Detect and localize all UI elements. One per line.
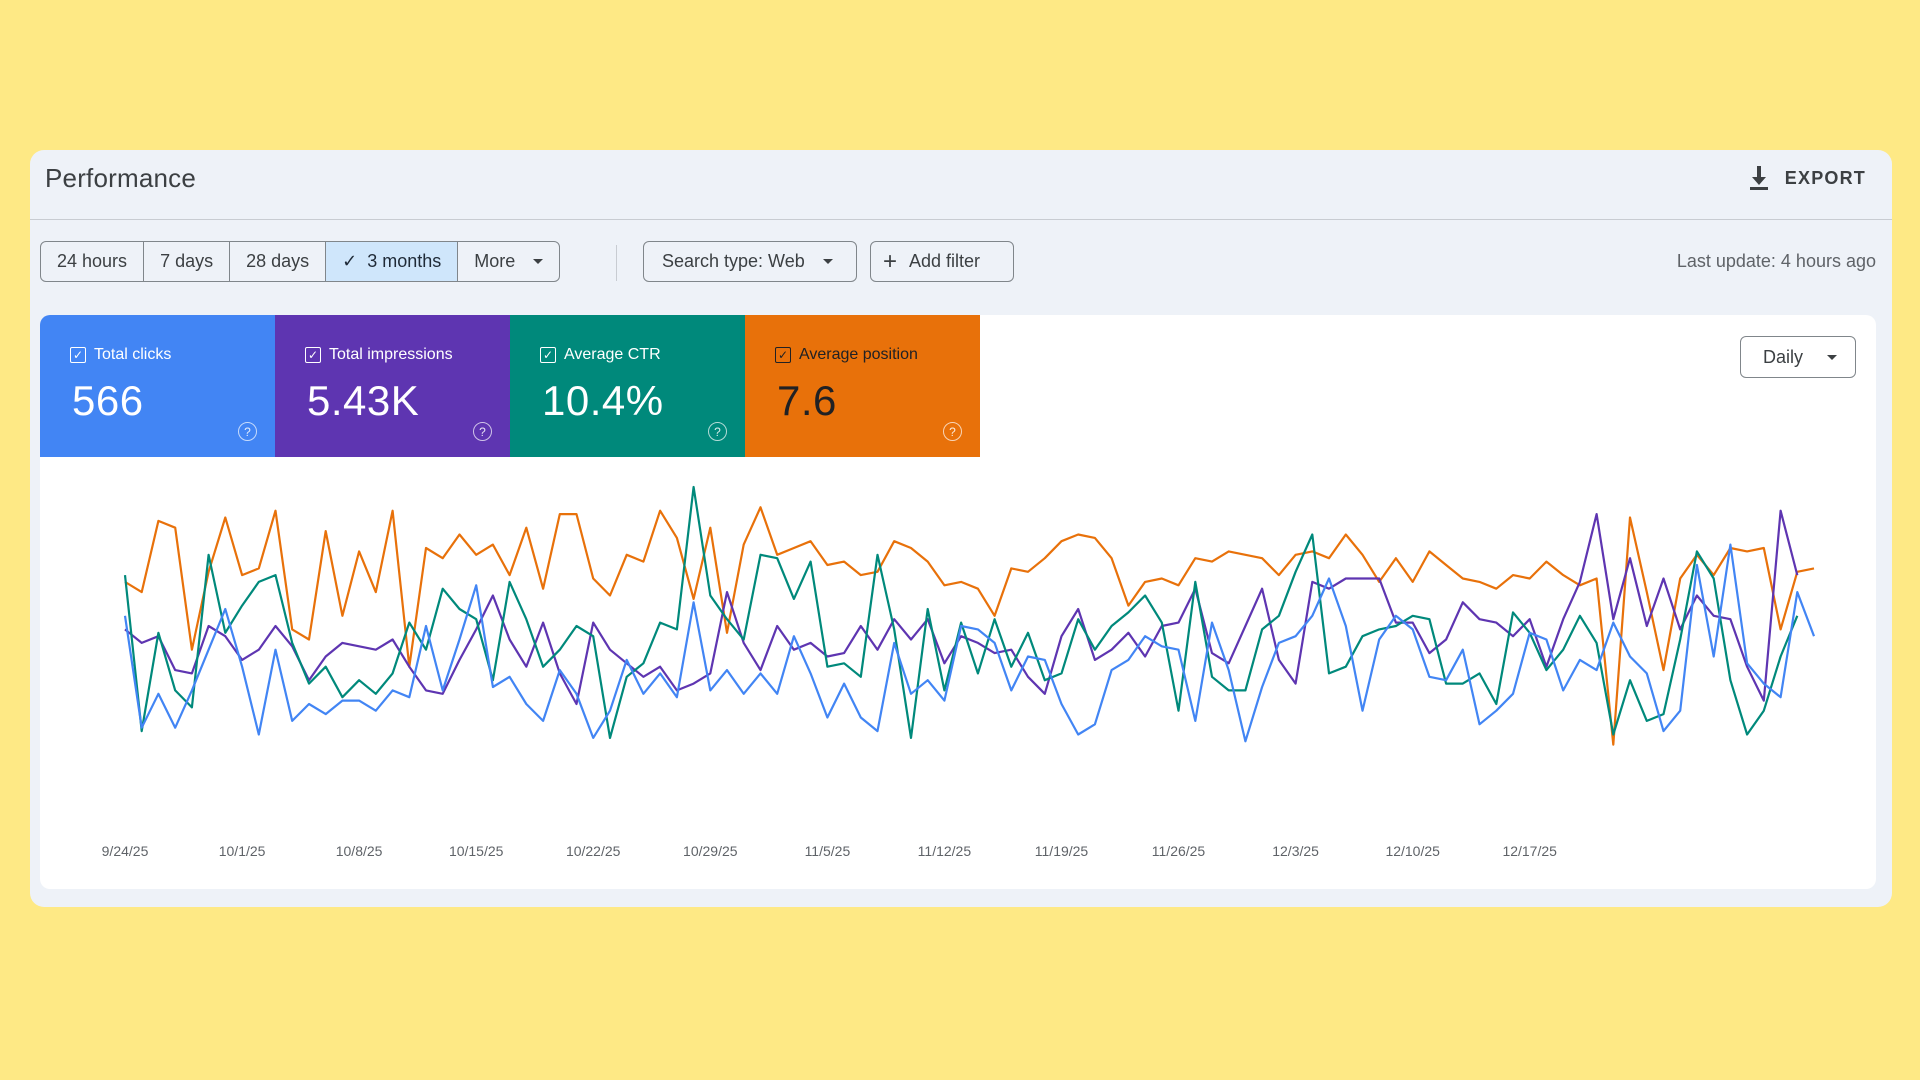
add-filter-button[interactable]: + Add filter xyxy=(870,241,1014,282)
series-average-position xyxy=(124,506,1815,746)
x-tick-label: 12/10/25 xyxy=(1385,843,1440,859)
date-range-3-months[interactable]: ✓ 3 months xyxy=(326,242,459,281)
help-icon[interactable]: ? xyxy=(943,422,962,441)
search-type-dropdown[interactable]: Search type: Web xyxy=(643,241,857,282)
date-range-28-days[interactable]: 28 days xyxy=(230,242,327,281)
x-tick-label: 9/24/25 xyxy=(102,843,149,859)
x-tick-label: 10/29/25 xyxy=(683,843,738,859)
help-icon[interactable]: ? xyxy=(238,422,257,441)
page-title: Performance xyxy=(45,163,197,193)
filter-bar: 24 hours 7 days 28 days ✓ 3 months More S… xyxy=(40,241,1876,282)
download-icon xyxy=(1749,166,1768,190)
x-tick-label: 11/5/25 xyxy=(805,843,851,859)
checkbox-icon: ✓ xyxy=(540,347,556,363)
metric-value: 7.6 xyxy=(777,377,837,424)
date-range-selector: 24 hours 7 days 28 days ✓ 3 months More xyxy=(40,241,561,282)
metric-tile-average-position[interactable]: ✓ Average position 7.6 ? xyxy=(745,315,980,457)
metric-tile-total-clicks[interactable]: ✓ Total clicks 566 ? xyxy=(40,315,275,457)
series-line xyxy=(124,509,1799,706)
x-tick-label: 12/3/25 xyxy=(1272,843,1319,859)
divider xyxy=(616,245,617,281)
series-total-impressions xyxy=(124,509,1799,706)
date-range-more[interactable]: More xyxy=(458,242,559,281)
metric-value: 566 xyxy=(72,377,144,424)
x-tick-label: 10/1/25 xyxy=(219,843,266,859)
export-label: EXPORT xyxy=(1784,167,1866,188)
x-tick-label: 11/19/25 xyxy=(1035,843,1089,859)
metric-value: 10.4% xyxy=(542,377,664,424)
performance-panel: Performance EXPORT 24 hours 7 days 28 da… xyxy=(30,150,1892,907)
help-icon[interactable]: ? xyxy=(473,422,492,441)
checkbox-icon: ✓ xyxy=(775,347,791,363)
date-range-24-hours[interactable]: 24 hours xyxy=(41,242,145,281)
help-icon[interactable]: ? xyxy=(708,422,727,441)
performance-chart: 9/24/25 10/1/25 10/8/25 10/15/25 10/22/25 10/… xyxy=(102,485,1816,859)
x-tick-label: 11/26/25 xyxy=(1152,843,1206,859)
panel-header: Performance EXPORT xyxy=(30,150,1892,220)
metric-tile-average-ctr[interactable]: ✓ Average CTR 10.4% ? xyxy=(510,315,745,457)
chart-card: 9/24/25 10/1/25 10/8/25 10/15/25 10/22/25 10/… xyxy=(40,315,1876,889)
series-line xyxy=(124,506,1815,746)
export-button[interactable]: EXPORT xyxy=(1747,164,1866,192)
series-line xyxy=(123,485,1799,739)
caret-down-icon xyxy=(533,259,544,264)
metric-tiles: ✓ Total clicks 566 ? ✓ Total impressions 5… xyxy=(40,315,980,457)
granularity-dropdown[interactable]: Daily xyxy=(1740,336,1856,378)
series-average-ctr xyxy=(123,485,1799,739)
x-tick-label: 10/15/25 xyxy=(449,843,504,859)
caret-down-icon xyxy=(822,259,833,264)
x-tick-label: 11/12/25 xyxy=(918,843,972,859)
metric-value: 5.43K xyxy=(307,377,420,424)
x-tick-label: 10/8/25 xyxy=(336,843,383,859)
series-line xyxy=(123,543,1816,743)
plus-icon: + xyxy=(883,247,898,275)
last-update-text: Last update: 4 hours ago xyxy=(1676,251,1876,271)
check-icon: ✓ xyxy=(342,251,358,271)
checkbox-icon: ✓ xyxy=(70,347,86,363)
x-tick-label: 10/22/25 xyxy=(566,843,621,859)
caret-down-icon xyxy=(1827,354,1838,360)
checkbox-icon: ✓ xyxy=(305,347,321,363)
series-total-clicks xyxy=(123,543,1816,743)
metric-tile-total-impressions[interactable]: ✓ Total impressions 5.43K ? xyxy=(275,315,510,457)
x-tick-label: 12/17/25 xyxy=(1502,843,1557,859)
date-range-7-days[interactable]: 7 days xyxy=(144,242,231,281)
